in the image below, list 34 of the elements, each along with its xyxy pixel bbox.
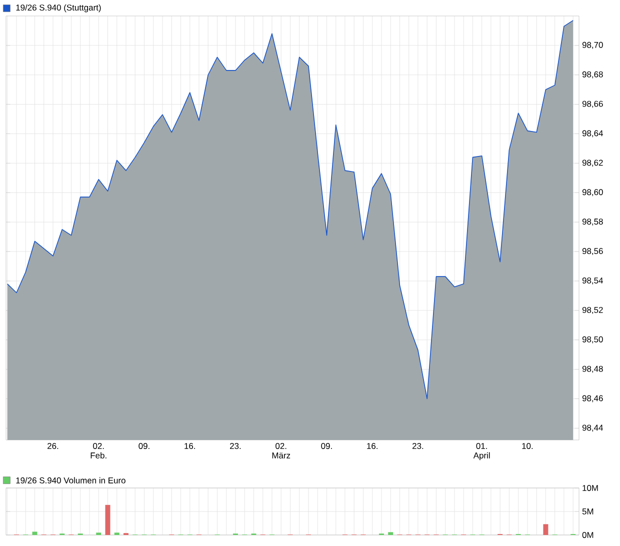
y-tick-label: 98,52 [582,306,603,314]
bar [105,504,110,535]
y-tick-label: 10M [582,484,598,491]
y-tick-label: 98,46 [582,395,603,402]
bar [388,532,394,535]
x-tick-label: 01. April [473,443,490,460]
x-tick-label: 10. [522,443,533,449]
x-tick-label: 26. [48,443,58,449]
y-tick-label: 98,62 [582,160,603,167]
bar [32,532,38,535]
x-tick-label: 16. [367,443,378,449]
x-tick-label: 09. [138,443,150,449]
y-tick-label: 98,54 [582,277,603,284]
y-tick-label: 98,68 [582,71,603,78]
legend-label: 19/26 S.940 (Stuttgart) [16,4,101,12]
y-tick-label: 98,48 [582,366,603,373]
y-tick-label: 98,70 [582,42,603,49]
x-tick-label: 02. März [272,443,290,458]
bar [543,524,548,535]
y-tick-label: 98,56 [582,248,603,256]
y-tick-label: 98,60 [582,189,603,196]
y-tick-label: 98,50 [582,336,603,344]
x-tick-label: 23. [412,443,424,449]
x-tick-label: 09. [321,443,332,449]
y-tick-label: 98,58 [582,218,603,226]
x-tick-label: 02. Feb. [90,443,106,458]
y-tick-label: 5M [582,508,594,514]
y-tick-label: 98,66 [582,100,603,108]
y-tick-label: 98,64 [582,130,603,138]
y-tick-label: 98,44 [582,424,603,432]
x-tick-label: 23. [230,443,241,449]
legend-label: 19/26 S.940 Volumen in Euro [16,477,126,484]
y-tick-label: 0M [582,532,594,538]
x-tick-label: 16. [184,443,195,449]
